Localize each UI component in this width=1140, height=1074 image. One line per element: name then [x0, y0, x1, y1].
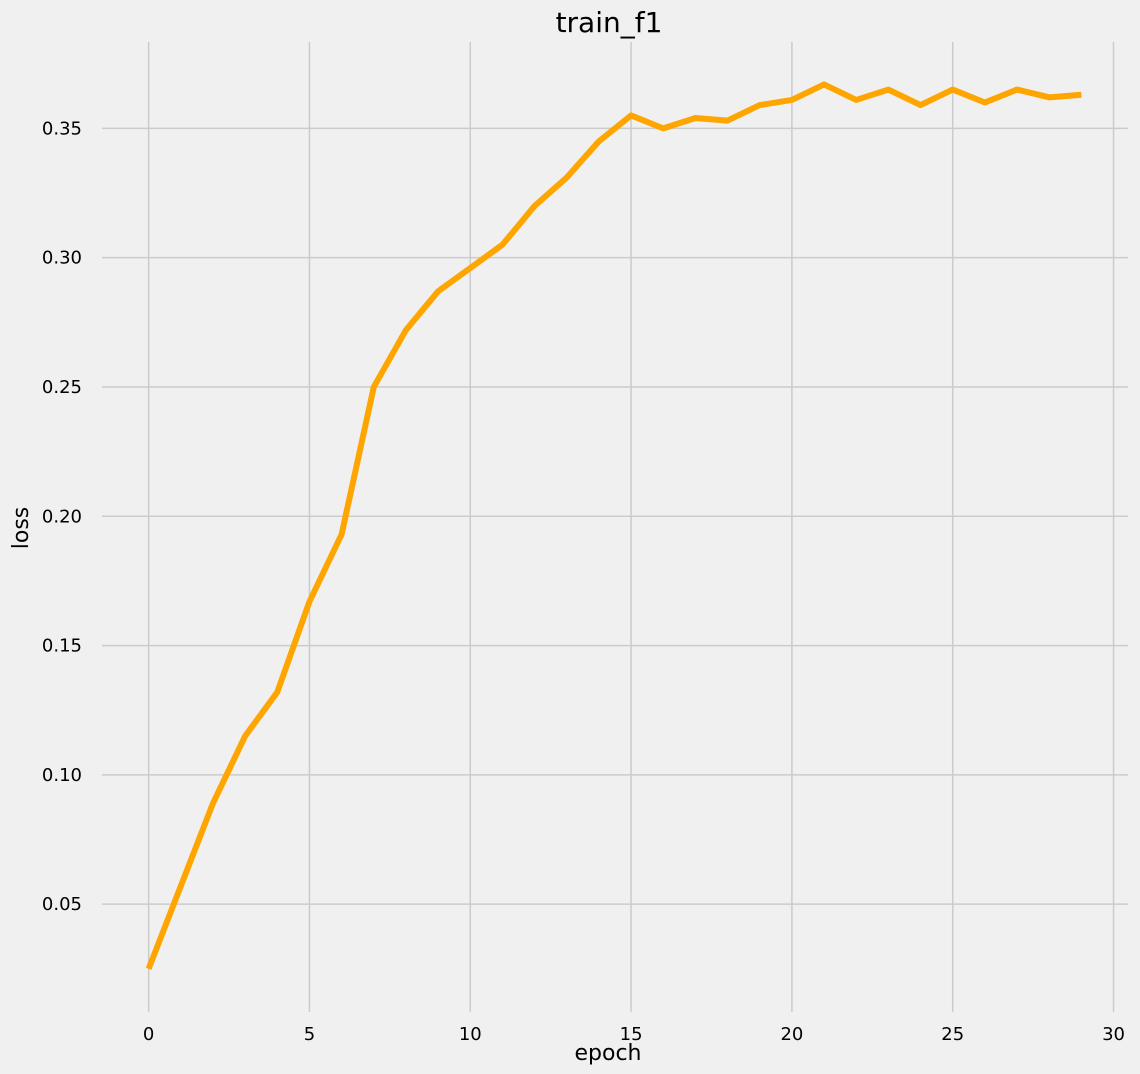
x-tick-label: 0 [143, 1024, 154, 1045]
chart-title: train_f1 [556, 6, 663, 39]
x-axis-label: epoch [575, 1041, 642, 1066]
series-layer [145, 81, 1082, 970]
x-tick-label: 25 [941, 1024, 964, 1045]
x-tick-label: 5 [304, 1024, 315, 1045]
y-tick-label: 0.20 [42, 506, 82, 527]
y-tick-label: 0.15 [42, 636, 82, 657]
y-tick-label: 0.35 [42, 118, 82, 139]
x-tick-label: 20 [780, 1024, 803, 1045]
y-tick-label: 0.25 [42, 377, 82, 398]
y-axis-label: loss [9, 507, 34, 550]
tick-label-layer: 0 5 10 15 20 25 30 0.05 0.10 0.15 0.20 0.25 0.30 0.35 [42, 118, 1125, 1045]
y-tick-label: 0.10 [42, 765, 82, 786]
y-tick-label: 0.05 [42, 894, 82, 915]
series-line [145, 81, 1082, 970]
y-tick-label: 0.30 [42, 248, 82, 269]
x-tick-label: 15 [620, 1024, 643, 1045]
x-tick-label: 10 [459, 1024, 482, 1045]
x-tick-label: 30 [1102, 1024, 1125, 1045]
